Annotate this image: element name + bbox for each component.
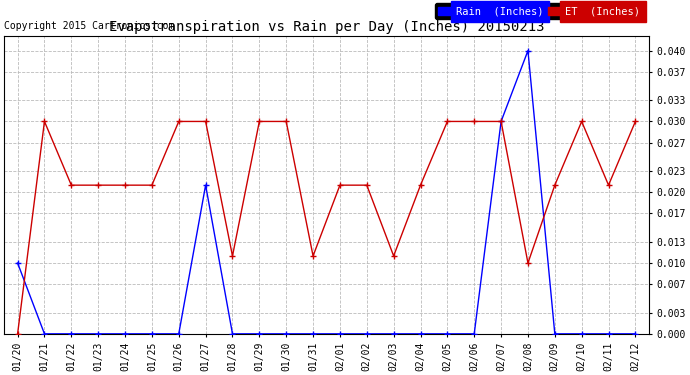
Text: Copyright 2015 Cartronics.com: Copyright 2015 Cartronics.com [4,21,175,30]
Title: Evapotranspiration vs Rain per Day (Inches) 20150213: Evapotranspiration vs Rain per Day (Inch… [109,20,544,34]
Legend: Rain  (Inches), ET  (Inches): Rain (Inches), ET (Inches) [435,3,644,19]
